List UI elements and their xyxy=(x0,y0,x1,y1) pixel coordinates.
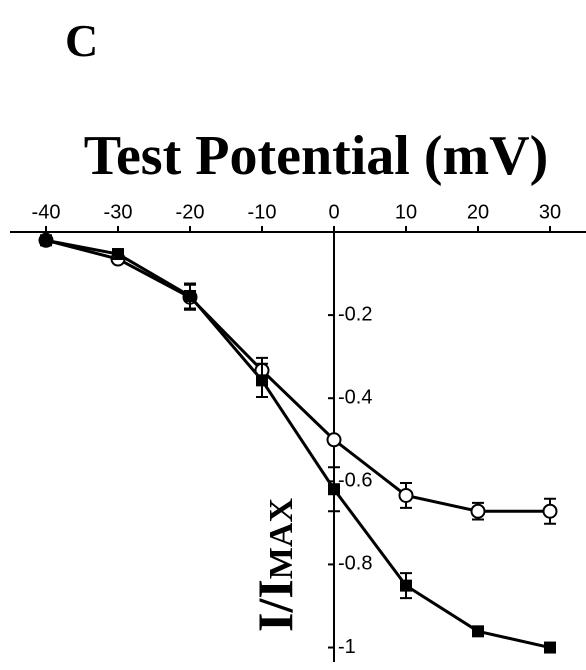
marker xyxy=(112,248,124,261)
marker xyxy=(328,483,340,496)
y-axis-label: I/IMAX xyxy=(247,498,303,632)
y-tick-label: -0.2 xyxy=(338,303,372,325)
x-tick-label: -30 xyxy=(104,201,133,223)
marker xyxy=(400,579,412,592)
y-tick-label: -0.8 xyxy=(338,553,372,575)
marker xyxy=(326,432,342,448)
y-tick-label: -1 xyxy=(338,636,356,658)
y-label-main: I/I xyxy=(247,579,303,632)
y-tick-label: -0.4 xyxy=(338,386,372,408)
x-tick-label: 30 xyxy=(539,201,561,223)
x-tick-label: -10 xyxy=(248,201,277,223)
panel-label: C xyxy=(65,15,98,66)
marker xyxy=(470,503,486,519)
marker xyxy=(40,234,52,247)
marker xyxy=(184,289,196,302)
marker xyxy=(544,641,556,654)
series-line xyxy=(45,238,550,513)
x-tick-label: -20 xyxy=(176,201,205,223)
x-tick-label: -40 xyxy=(32,201,61,223)
x-tick-label: 0 xyxy=(328,201,339,223)
series-line xyxy=(45,238,551,649)
chart-title: Test Potential (mV) xyxy=(84,125,549,187)
marker xyxy=(472,625,484,638)
x-tick-label: 20 xyxy=(467,201,489,223)
x-tick-label: 10 xyxy=(395,201,417,223)
y-label-subscript: MAX xyxy=(263,498,300,580)
marker xyxy=(542,503,558,519)
marker xyxy=(256,374,268,387)
y-tick-label: -0.6 xyxy=(338,470,372,492)
marker xyxy=(398,487,414,503)
